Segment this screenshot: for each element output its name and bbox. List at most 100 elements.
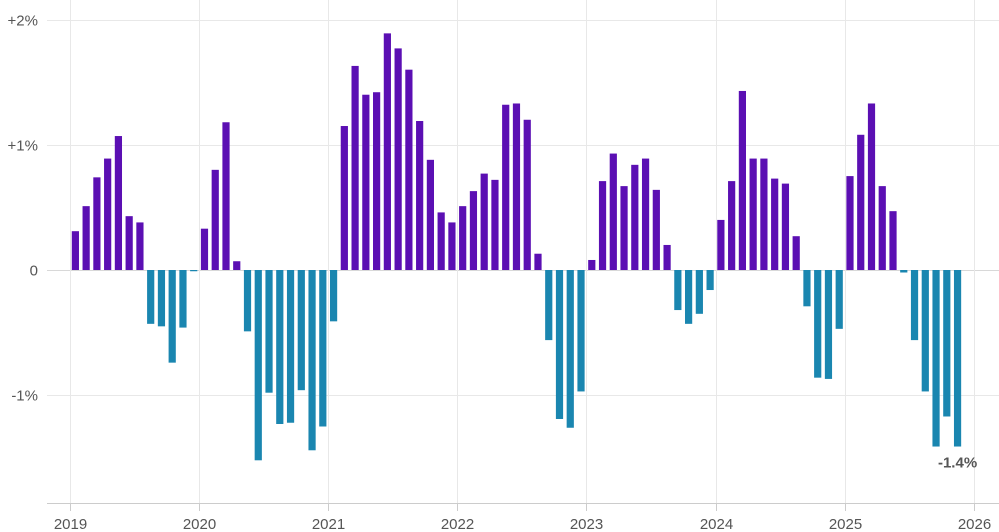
bar <box>824 270 833 379</box>
bar <box>663 244 671 270</box>
bar <box>340 126 348 271</box>
x-axis-ticks: 2019 2020 2021 2022 2023 2024 2025 2026 <box>54 516 991 532</box>
bar <box>243 270 252 332</box>
bar <box>405 69 413 271</box>
bar <box>329 270 338 322</box>
bar <box>738 90 746 271</box>
bar <box>878 186 886 270</box>
x-tick-label: 2020 <box>183 516 216 532</box>
bar <box>641 158 650 270</box>
bar <box>265 270 273 393</box>
bar <box>588 259 596 270</box>
bar <box>147 270 155 324</box>
bar <box>319 270 327 427</box>
y-axis-ticks: +2% +1% 0 -1% <box>8 13 38 405</box>
y-tick-label: -1% <box>11 388 38 405</box>
bar <box>297 270 305 391</box>
bar <box>373 92 381 270</box>
x-tick-label: 2026 <box>958 516 991 532</box>
bar <box>814 270 822 378</box>
annotations: -1.4% <box>938 455 977 472</box>
bar <box>502 104 510 271</box>
bar <box>695 270 703 314</box>
bar <box>889 211 897 270</box>
bar <box>566 270 574 428</box>
x-tick-label: 2022 <box>441 516 474 532</box>
bar <box>932 270 940 447</box>
y-tick-label: 0 <box>30 263 38 280</box>
bar <box>523 119 531 270</box>
x-tick-label: 2023 <box>570 516 603 532</box>
bar <box>792 236 800 270</box>
bar <box>448 222 456 270</box>
bar <box>921 270 929 392</box>
bar <box>211 169 219 270</box>
bar <box>953 270 962 447</box>
y-tick-label: +2% <box>8 13 38 30</box>
x-tick-label: 2024 <box>700 516 733 532</box>
bar <box>286 270 295 423</box>
bar <box>114 136 123 270</box>
bar <box>598 181 607 270</box>
bar <box>749 158 757 270</box>
bar <box>534 253 542 270</box>
bar <box>394 48 402 271</box>
x-tick-label: 2019 <box>54 516 87 532</box>
bar <box>233 261 241 270</box>
bar <box>71 231 79 270</box>
bar <box>857 134 865 270</box>
bar <box>631 164 639 270</box>
bar <box>125 216 133 270</box>
bar <box>803 270 811 307</box>
bar <box>835 270 843 329</box>
x-tick-label: 2021 <box>312 516 345 532</box>
bar <box>136 222 144 270</box>
bar <box>351 65 359 270</box>
bar <box>867 103 876 270</box>
gridlines <box>47 0 999 511</box>
bar <box>426 159 434 270</box>
bar <box>652 189 660 270</box>
bar <box>685 270 693 324</box>
bar <box>222 122 230 270</box>
bar <box>760 158 768 270</box>
bar <box>383 33 391 271</box>
bar <box>943 270 951 417</box>
bar <box>910 270 919 341</box>
bar <box>459 206 467 270</box>
x-tick-label: 2025 <box>829 516 862 532</box>
bar <box>717 219 725 270</box>
bar <box>846 176 854 270</box>
bars <box>71 33 962 461</box>
bar <box>469 191 478 270</box>
bar <box>491 179 499 270</box>
bar <box>168 270 176 363</box>
bar <box>200 228 209 270</box>
bar <box>254 270 262 461</box>
bar <box>545 270 553 341</box>
bar <box>728 181 736 270</box>
bar <box>437 212 445 270</box>
bar <box>771 178 779 270</box>
bar <box>555 270 564 419</box>
y-tick-label: +1% <box>8 138 38 155</box>
bar <box>512 103 521 270</box>
bar <box>93 177 101 270</box>
bar <box>308 270 316 451</box>
bar <box>104 158 112 270</box>
bar <box>620 186 628 270</box>
bar <box>609 153 617 270</box>
bar <box>706 270 714 291</box>
bar <box>416 121 424 270</box>
bar <box>577 270 585 392</box>
bar <box>82 206 90 270</box>
bar <box>781 183 790 270</box>
bar <box>480 173 488 270</box>
bar <box>179 270 187 328</box>
bar <box>674 270 682 311</box>
bar <box>900 270 908 273</box>
bar <box>190 270 198 272</box>
last-value-label: -1.4% <box>938 455 977 472</box>
bar <box>276 270 284 424</box>
